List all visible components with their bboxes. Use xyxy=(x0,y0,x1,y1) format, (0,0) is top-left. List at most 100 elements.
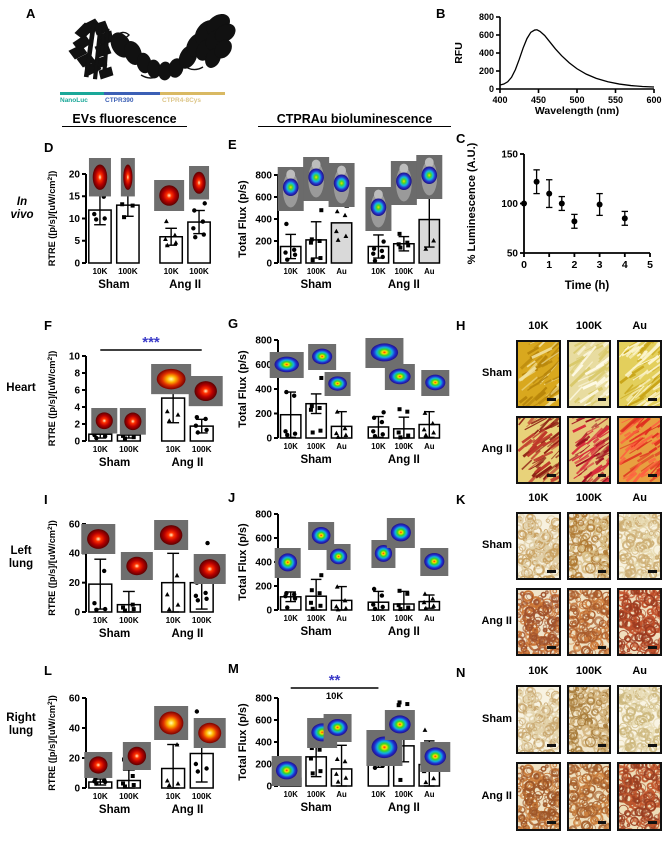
scale-bar xyxy=(546,744,556,747)
svg-text:800: 800 xyxy=(255,509,272,520)
scale-bar xyxy=(648,744,658,747)
hist-col-header: 100K xyxy=(575,320,603,332)
panel-N-histology-grid: 10K 100K Au Sham Ang II xyxy=(470,665,662,835)
svg-text:100K: 100K xyxy=(192,445,212,454)
svg-text:400: 400 xyxy=(479,48,494,58)
panel-K-histology-grid: 10K 100K Au Sham Ang II xyxy=(470,492,662,660)
scale-bar xyxy=(546,398,556,401)
scale-bar xyxy=(597,570,607,573)
histology-image xyxy=(566,512,612,580)
svg-text:Ang II: Ang II xyxy=(169,279,201,291)
scale-bar xyxy=(597,398,607,401)
svg-text:100K: 100K xyxy=(395,614,414,623)
svg-text:Ang II: Ang II xyxy=(171,457,203,469)
svg-text:400: 400 xyxy=(255,384,272,395)
svg-text:10: 10 xyxy=(69,351,81,362)
row-label-heart: Heart xyxy=(6,382,36,394)
domain-bar-ctpr4-8cys xyxy=(160,92,225,95)
chart-G-heart-totalflux: 0 200 400 600 800 10K 100K Au 10K 100K Au Sham Ang I… xyxy=(236,322,450,480)
svg-text:20: 20 xyxy=(69,169,81,180)
svg-text:Ang II: Ang II xyxy=(388,454,420,466)
row-label-in-vivo-line1: In xyxy=(16,196,28,208)
histology-image xyxy=(617,416,662,484)
svg-text:0: 0 xyxy=(74,258,80,269)
histology-image xyxy=(566,685,612,754)
svg-text:8: 8 xyxy=(74,368,80,379)
hist-col-header: Au xyxy=(632,320,647,332)
panel-letter-J: J xyxy=(228,490,236,505)
histology-image xyxy=(617,588,662,656)
svg-text:10K: 10K xyxy=(284,267,299,276)
panel-letter-K: K xyxy=(456,492,466,507)
svg-text:Total Flux (p/s): Total Flux (p/s) xyxy=(237,703,249,781)
svg-text:450: 450 xyxy=(531,95,546,105)
hist-col-header: 10K xyxy=(528,320,549,332)
svg-text:Time (h): Time (h) xyxy=(565,280,610,292)
panel-letter-A: A xyxy=(26,6,36,21)
svg-text:200: 200 xyxy=(479,66,494,76)
svg-text:10: 10 xyxy=(69,214,81,225)
svg-text:10K: 10K xyxy=(166,616,181,625)
scale-bar xyxy=(546,474,556,477)
svg-text:20: 20 xyxy=(69,578,81,589)
svg-text:Au: Au xyxy=(336,267,347,276)
hist-col-header: Au xyxy=(632,665,647,677)
svg-text:10K: 10K xyxy=(371,267,386,276)
row-label-right-lung-line2: lung xyxy=(8,724,34,737)
svg-text:10K: 10K xyxy=(92,267,107,276)
svg-text:2: 2 xyxy=(571,259,577,271)
svg-text:400: 400 xyxy=(255,557,272,568)
svg-text:60: 60 xyxy=(69,519,81,530)
svg-text:40: 40 xyxy=(69,723,81,734)
svg-text:600: 600 xyxy=(255,715,272,726)
scale-bar xyxy=(648,474,658,477)
svg-text:100K: 100K xyxy=(118,267,138,276)
chart-E-invivo-totalflux: 0 200 400 600 800 10K 100K Au 10K 100K Au Sham Ang I… xyxy=(236,145,448,305)
scale-bar xyxy=(546,570,556,573)
svg-text:100K: 100K xyxy=(119,445,139,454)
svg-text:Au: Au xyxy=(424,614,435,623)
svg-text:10K: 10K xyxy=(93,445,108,454)
scale-bar xyxy=(648,646,658,649)
svg-text:4: 4 xyxy=(74,402,80,413)
svg-text:550: 550 xyxy=(608,95,623,105)
histology-image xyxy=(516,685,561,754)
svg-text:Sham: Sham xyxy=(300,802,331,814)
histology-image xyxy=(617,762,662,831)
svg-text:600: 600 xyxy=(255,533,272,544)
svg-text:400: 400 xyxy=(255,214,272,225)
svg-text:Sham: Sham xyxy=(300,279,331,291)
svg-text:Sham: Sham xyxy=(300,626,331,638)
histology-image xyxy=(566,416,612,484)
panel-letter-C: C xyxy=(456,131,466,146)
domain-bar-ctpr390 xyxy=(104,92,160,95)
domain-bar-nanoluc xyxy=(60,92,104,95)
svg-text:400: 400 xyxy=(492,95,507,105)
hist-row-header: Ang II xyxy=(481,789,512,802)
row-label-left-lung-line1: Left xyxy=(10,545,32,557)
svg-text:Total Flux (p/s): Total Flux (p/s) xyxy=(237,523,249,601)
chart-C-luminescence-timecourse: 50 100 150 0 1 2 3 4 5 % Luminescence (A.U.) Time … xyxy=(462,140,662,295)
svg-text:Au: Au xyxy=(336,442,347,451)
svg-text:0: 0 xyxy=(74,436,80,447)
scale-bar xyxy=(597,744,607,747)
svg-text:200: 200 xyxy=(255,759,272,770)
svg-text:Sham: Sham xyxy=(99,628,130,640)
svg-text:RTRE ([p/s]/[uW/cm2]): RTRE ([p/s]/[uW/cm2]) xyxy=(47,351,58,447)
hist-row-header: Sham xyxy=(482,712,512,725)
svg-text:10K: 10K xyxy=(284,442,299,451)
hist-row-header: Ang II xyxy=(481,615,512,627)
svg-text:0: 0 xyxy=(74,783,80,794)
histology-image xyxy=(516,588,561,656)
svg-text:0: 0 xyxy=(74,607,80,618)
svg-text:10K: 10K xyxy=(326,691,344,702)
row-label-left-lung-line2: lung xyxy=(8,557,34,570)
svg-text:RTRE ([p/s]/[uW/cm2]): RTRE ([p/s]/[uW/cm2]) xyxy=(47,520,58,616)
hist-col-header: 10K xyxy=(528,492,549,504)
panel-letter-D: D xyxy=(44,140,54,155)
svg-text:100K: 100K xyxy=(307,267,326,276)
svg-text:Au: Au xyxy=(336,790,347,799)
domain-colorbar xyxy=(60,92,225,96)
svg-text:200: 200 xyxy=(255,581,272,592)
